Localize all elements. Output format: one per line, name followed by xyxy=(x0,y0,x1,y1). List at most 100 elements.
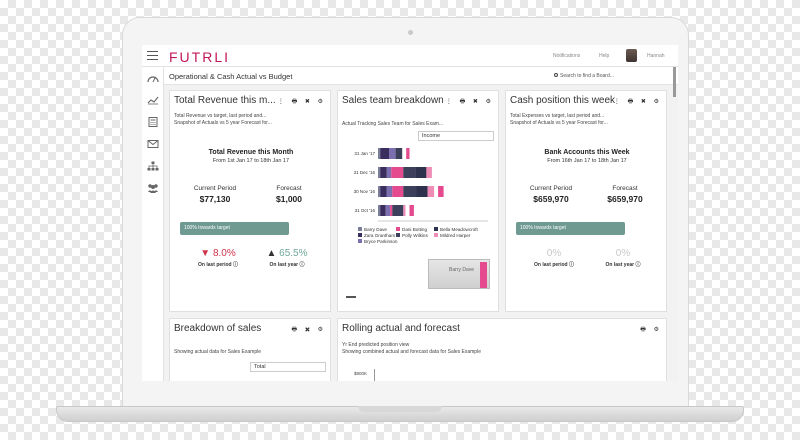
revenue-last-year-label: On last year ⓘ xyxy=(254,261,320,268)
org-chart-icon[interactable] xyxy=(147,161,159,171)
tooltip-swatch xyxy=(480,262,487,288)
legend-label: Polly Wilkins xyxy=(402,233,428,238)
card-toolbar[interactable]: ⋮ 🖶 ✖ ⚙ xyxy=(445,99,494,105)
calculator-icon[interactable] xyxy=(147,117,159,127)
board-title[interactable]: Operational & Cash Actual vs Budget xyxy=(169,72,293,81)
cash-last-year-pct: 0% xyxy=(615,248,631,259)
legend-label: Bella Meadowcroft xyxy=(440,227,478,232)
rolling-y-tick: $800K xyxy=(354,371,368,376)
bar-segment xyxy=(438,186,444,197)
legend-swatch xyxy=(358,227,362,231)
legend-item[interactable]: Bella Meadowcroft xyxy=(434,227,478,232)
legend-label: Bryce Parkinson xyxy=(364,239,398,244)
card-toolbar[interactable]: 🖶 ⚙ xyxy=(640,327,662,333)
search-placeholder: Search to find a Board... xyxy=(560,73,614,79)
bar-segment xyxy=(390,205,393,216)
arrow-up-icon: ▲ xyxy=(266,248,280,259)
dashboard-icon[interactable] xyxy=(147,73,159,83)
cash-current-value: $659,970 xyxy=(533,194,569,204)
legend-label: Mildred Harper xyxy=(440,233,471,238)
revenue-last-year-pct: 65.5% xyxy=(279,248,308,259)
laptop-camera xyxy=(408,30,413,35)
notifications-link[interactable]: Notifications xyxy=(553,53,581,59)
bar-segment xyxy=(403,205,406,216)
legend-swatch xyxy=(396,233,400,237)
board-search[interactable]: Search to find a Board... xyxy=(554,73,614,79)
revenue-target-bar: 100% towards target xyxy=(180,222,289,235)
revenue-desc-1: Total Revenue vs target, last period and… xyxy=(174,113,267,119)
legend-item[interactable]: Bryce Parkinson xyxy=(358,239,397,244)
scrollbar[interactable] xyxy=(673,67,676,97)
legend-swatch xyxy=(358,239,362,243)
card-toolbar[interactable]: ⋮ 🖶 ✖ ⚙ xyxy=(613,99,662,105)
revenue-last-year-text: On last year xyxy=(269,262,299,268)
bar-segment xyxy=(378,186,381,197)
breakdown-select-value: Total xyxy=(254,364,266,370)
revenue-card: Total Revenue this m... ⋮ 🖶 ✖ ⚙ Total Re… xyxy=(169,90,331,312)
info-icon: ⓘ xyxy=(569,262,575,268)
help-link[interactable]: Help xyxy=(599,53,610,59)
cash-current-label: Current Period xyxy=(529,185,573,192)
bar-segment xyxy=(389,148,396,159)
bar-segment xyxy=(395,148,403,159)
card-toolbar[interactable]: ⋮ 🖶 ✖ ⚙ xyxy=(277,99,326,105)
bar-segment xyxy=(392,205,404,216)
category-label: 31 Dec '16 xyxy=(354,170,376,175)
revenue-current-label: Current Period xyxy=(193,185,237,192)
income-dropdown-value: Income xyxy=(422,133,441,139)
user-name[interactable]: Hannah xyxy=(647,53,665,59)
mail-icon[interactable] xyxy=(147,139,159,149)
info-icon: ⓘ xyxy=(233,262,239,268)
legend-item[interactable]: Mildred Harper xyxy=(434,233,470,238)
revenue-forecast-label: Forecast xyxy=(276,185,302,192)
cash-card-title[interactable]: Cash position this week xyxy=(510,95,616,106)
cash-last-period-label: On last period ⓘ xyxy=(524,261,584,268)
revenue-card-title[interactable]: Total Revenue this m... xyxy=(174,95,276,106)
card-toolbar[interactable]: 🖶 ✖ ⚙ xyxy=(291,327,326,333)
legend-label: Barry Dave xyxy=(364,227,387,232)
chart-scroll-handle[interactable] xyxy=(346,296,356,298)
legend-swatch xyxy=(396,227,400,231)
avatar[interactable] xyxy=(626,49,637,62)
rolling-card: Rolling actual and forecast 🖶 ⚙ Yr End p… xyxy=(337,318,667,381)
app-logo[interactable]: FUTRLI xyxy=(169,49,230,65)
revenue-last-year: ▲ 65.5% xyxy=(254,248,320,259)
breakdown-select[interactable]: Total xyxy=(250,362,326,372)
rolling-desc-2: Showing combined actual and forecast dat… xyxy=(342,349,481,355)
legend-item[interactable]: Barry Dave xyxy=(358,227,387,232)
breakdown-card-title[interactable]: Breakdown of sales xyxy=(174,323,262,334)
legend-item[interactable]: Polly Wilkins xyxy=(396,233,428,238)
category-label: 31 Oct '16 xyxy=(355,208,376,213)
revenue-forecast-value: $1,000 xyxy=(276,194,302,204)
team-icon[interactable] xyxy=(147,183,159,193)
sales-card-title[interactable]: Sales team breakdown xyxy=(342,95,444,106)
revenue-desc-2: Snapshot of Actuals vs 5 year Forecast f… xyxy=(174,120,272,126)
legend-swatch xyxy=(358,233,362,237)
bar-segment xyxy=(386,186,393,197)
cash-last-year-text: On last year xyxy=(605,262,635,268)
category-label: 30 Nov '16 xyxy=(354,189,376,194)
top-bar: FUTRLI Notifications Help Hannah xyxy=(142,45,678,67)
bar-segment xyxy=(380,205,386,216)
cash-heading: Bank Accounts this Week xyxy=(544,149,630,156)
rolling-desc-1: Yr End predicted position view xyxy=(342,342,410,348)
sidebar xyxy=(142,67,164,381)
revenue-last-period-text: On last period xyxy=(197,262,232,268)
menu-icon[interactable] xyxy=(147,51,158,60)
sales-chart: 31 Jan '17 31 Dec '16 30 Nov '16 31 Oct '16… xyxy=(354,148,488,222)
income-dropdown[interactable]: Income xyxy=(418,131,494,141)
bar-segment xyxy=(380,148,389,159)
legend-item[interactable]: Zara Grantham xyxy=(358,233,395,238)
cash-forecast-label: Forecast xyxy=(612,185,638,192)
bar-segment xyxy=(403,186,417,197)
bar-segment xyxy=(406,148,410,159)
cash-last-year-label: On last year ⓘ xyxy=(590,261,656,268)
laptop-notch xyxy=(358,406,442,412)
legend-item[interactable]: Dani Botting xyxy=(396,227,427,232)
arrow-down-icon: ▼ xyxy=(200,248,213,259)
chart-line-icon[interactable] xyxy=(147,95,159,105)
breakdown-desc: Showing actual data for Sales Example xyxy=(174,349,261,355)
rolling-card-title[interactable]: Rolling actual and forecast xyxy=(342,323,460,334)
category-label: 31 Jan '17 xyxy=(354,151,375,156)
cash-desc-2: Snapshot of Actuals vs 5 year Forecast f… xyxy=(510,120,608,126)
